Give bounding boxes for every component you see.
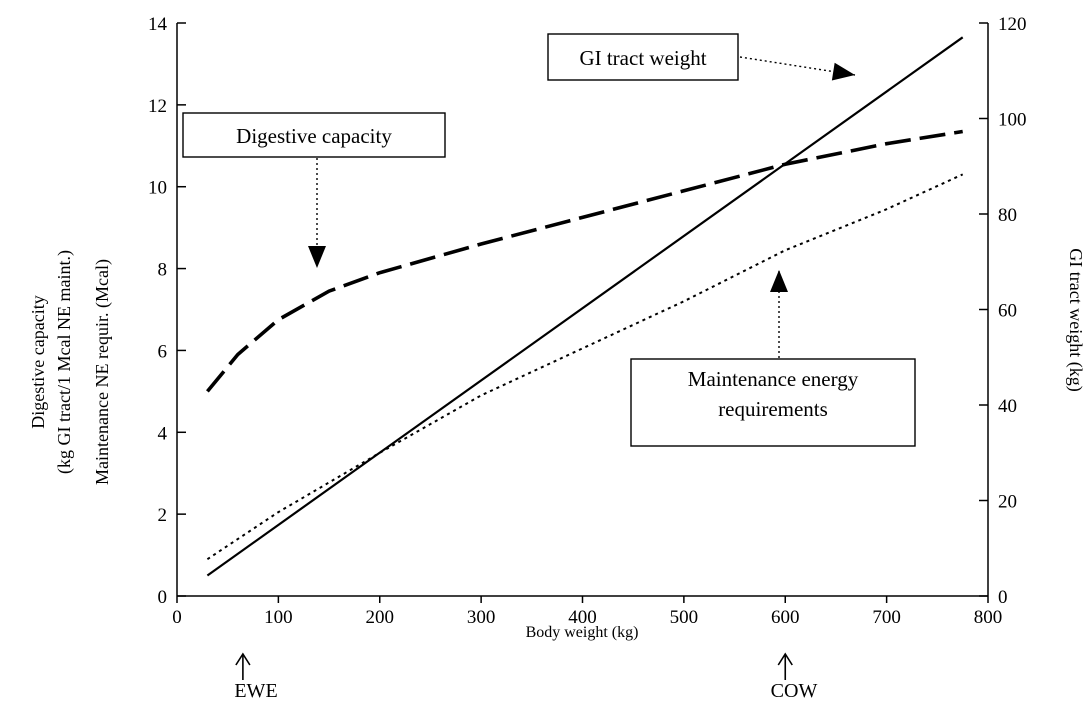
annotation-label-3: Maintenance energy	[688, 367, 859, 391]
y-tick-label-left: 10	[148, 178, 167, 199]
series-line-2	[206, 129, 963, 393]
y-tick-label-left: 14	[148, 14, 168, 35]
y-axis-label-left-3: Maintenance NE requir. (Mcal)	[92, 259, 113, 485]
x-tick-label: 500	[670, 607, 699, 628]
y-tick-label-right: 20	[998, 492, 1017, 513]
x-axis-label: Body weight (kg)	[526, 624, 639, 641]
animal-label-cow: COW	[771, 680, 818, 702]
x-tick-label: 800	[974, 607, 1003, 628]
y-axis-label-left-1: Digestive capacity	[28, 295, 48, 428]
x-tick-label: 200	[366, 607, 395, 628]
y-tick-label-left: 4	[158, 423, 168, 444]
animal-markers: EWE COW	[234, 652, 818, 702]
annotation-label-3: requirements	[718, 397, 828, 421]
series-line-1	[206, 36, 964, 577]
arrow-head-icon	[308, 246, 326, 268]
arrow-head-icon	[831, 62, 855, 81]
y-tick-label-right: 80	[998, 205, 1017, 226]
y-tick-label-left: 6	[158, 341, 168, 362]
x-tick-label: 300	[467, 607, 496, 628]
y-tick-label-left: 2	[158, 505, 168, 526]
y-axis-label-right: GI tract weight (kg)	[1065, 248, 1086, 391]
annotation-box-3	[630, 358, 916, 447]
y-axis-label-left-2: (kg GI tract/1 Mcal NE maint.)	[54, 250, 75, 474]
y-tick-label-right: 120	[998, 14, 1027, 35]
axes: 0 100 200 300 400 500 600 700 800024681012140204…	[148, 14, 1027, 628]
y-tick-label-right: 100	[998, 110, 1027, 131]
y-tick-label-left: 8	[158, 260, 168, 281]
x-tick-label: 600	[771, 607, 800, 628]
series-line-3	[206, 173, 964, 561]
animal-label-ewe: EWE	[234, 680, 277, 702]
arrow-head-icon	[770, 270, 788, 292]
y-tick-label-right: 40	[998, 396, 1017, 417]
x-tick-label: 100	[264, 607, 293, 628]
y-tick-label-left: 0	[158, 587, 168, 608]
x-tick-label: 400	[568, 607, 597, 628]
x-tick-label: 700	[872, 607, 901, 628]
up-arrow-icon	[777, 652, 793, 666]
annotation-box-2	[182, 112, 446, 158]
annotation-box-1	[547, 33, 739, 81]
y-tick-label-left: 12	[148, 96, 167, 117]
series-layer	[206, 36, 964, 577]
annotations: GI tract weight Digestive capacity Mainten…	[182, 33, 916, 447]
y-tick-label-right: 0	[998, 587, 1008, 608]
annotation-label-2: Digestive capacity	[236, 124, 392, 148]
up-arrow-icon	[235, 652, 251, 666]
y-tick-label-right: 60	[998, 301, 1017, 322]
annotation-label-1: GI tract weight	[579, 46, 706, 70]
x-tick-label: 0	[172, 607, 182, 628]
